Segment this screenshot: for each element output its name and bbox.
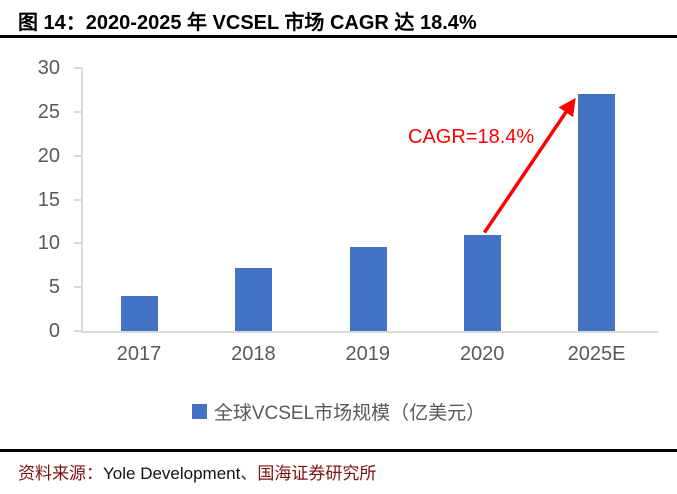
legend-label: 全球VCSEL市场规模（亿美元） [213,403,486,424]
y-tick-mark [74,110,82,113]
figure-title: 图 14：2020-2025 年 VCSEL 市场 CAGR 达 18.4% [18,12,477,34]
y-tick-label-30: 30 [37,57,60,79]
bar-2019 [349,246,387,331]
y-tick-label-20: 20 [37,144,60,167]
x-tick-label-2018: 2018 [231,343,276,365]
bar-2018 [235,267,273,331]
chart-legend: 全球VCSEL市场规模（亿美元） [0,398,677,425]
x-tick-label-2020: 2020 [459,343,505,365]
title-divider [0,35,677,38]
y-tick-label-5: 5 [48,276,60,299]
footer-divider [0,449,677,452]
legend-swatch-icon [191,404,207,419]
x-tick-label-2017: 2017 [116,343,162,365]
bar-2020 [463,234,501,331]
cagr-annotation: CAGR=18.4% [408,126,535,148]
source-prefix: 资料来源： [18,464,103,483]
source-suffix: 、国海证券研究所 [240,464,377,483]
y-tick-mark [74,330,82,332]
y-tick-mark [74,286,82,289]
y-tick-mark [74,67,82,69]
y-axis-line [81,68,83,333]
x-axis-line [81,331,658,333]
bar-2025E [578,94,616,331]
y-tick-mark [74,242,82,245]
y-tick-label-10: 10 [37,232,60,255]
y-tick-label-25: 25 [37,100,60,123]
y-tick-mark [74,198,82,201]
y-tick-label-0: 0 [48,320,60,342]
y-tick-label-15: 15 [37,188,60,211]
source-latin: Yole Development [103,464,241,483]
x-tick-label-2025E: 2025E [567,343,626,365]
bar-2017 [120,295,158,331]
source-note: 资料来源：Yole Development、国海证券研究所 [18,459,376,484]
y-tick-mark [74,154,82,157]
x-tick-label-2019: 2019 [345,343,391,365]
